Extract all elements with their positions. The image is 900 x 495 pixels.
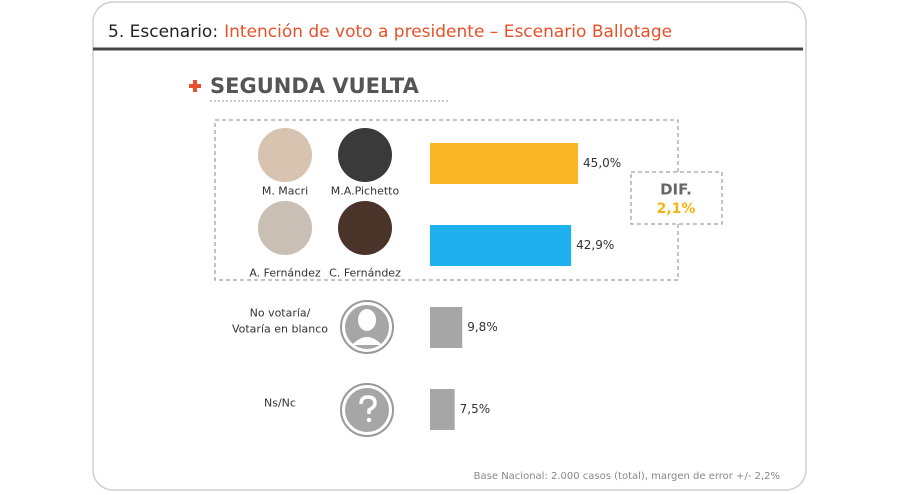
candidate-name: M. Macri bbox=[262, 185, 308, 198]
category-label: Votaría en blanco bbox=[232, 323, 328, 336]
header: 5. Escenario: Intención de voto a preside… bbox=[108, 22, 672, 42]
bar bbox=[430, 225, 572, 266]
header-title: Intención de voto a presidente – Escenar… bbox=[224, 22, 672, 42]
category-label: Ns/Nc bbox=[264, 397, 296, 410]
photo bbox=[258, 201, 312, 255]
icon-body bbox=[352, 337, 382, 345]
bar bbox=[430, 389, 455, 430]
category-label: No votaría/ bbox=[250, 307, 311, 320]
candidate-name: C. Fernández bbox=[329, 267, 401, 280]
photo bbox=[258, 128, 312, 182]
chart-title: SEGUNDA VUELTA bbox=[210, 74, 420, 98]
value-label: 45,0% bbox=[583, 156, 621, 170]
photo bbox=[338, 128, 392, 182]
dif-title: DIF. bbox=[660, 181, 692, 199]
icon-question bbox=[359, 395, 377, 414]
dif-value: 2,1% bbox=[657, 201, 696, 217]
bar bbox=[430, 307, 463, 348]
value-label: 42,9% bbox=[576, 238, 614, 252]
note: Base Nacional: 2.000 casos (total), marg… bbox=[474, 471, 780, 482]
photo bbox=[338, 201, 392, 255]
header-section: 5. Escenario: bbox=[108, 22, 218, 42]
photos bbox=[258, 128, 392, 255]
cross-icon bbox=[189, 80, 201, 92]
candidate-name: M.A.Pichetto bbox=[331, 185, 400, 198]
icon-blank bbox=[340, 300, 394, 354]
icon-question-dot bbox=[366, 417, 372, 423]
bar bbox=[430, 143, 579, 184]
icon-bg bbox=[345, 388, 389, 432]
candidate-name: A. Fernández bbox=[249, 267, 321, 280]
icon-head bbox=[358, 309, 376, 331]
value-label: 9,8% bbox=[467, 320, 498, 334]
dif-box bbox=[630, 171, 723, 225]
value-label: 7,5% bbox=[460, 402, 491, 416]
icon-unknown bbox=[340, 383, 394, 437]
